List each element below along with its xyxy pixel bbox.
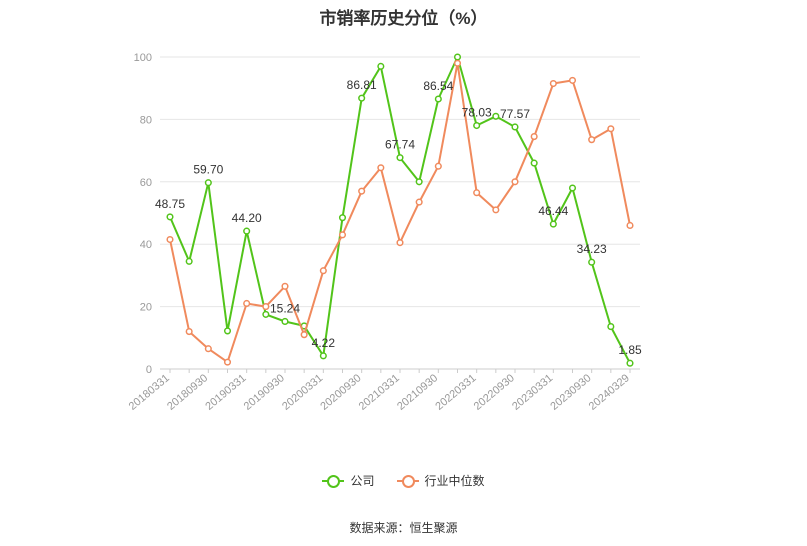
series-lines bbox=[166, 53, 634, 367]
data-point-industry[interactable] bbox=[377, 164, 385, 172]
y-tick-label: 80 bbox=[140, 114, 152, 126]
data-point-industry[interactable] bbox=[300, 331, 308, 339]
data-label: 59.70 bbox=[193, 163, 223, 177]
data-point-company[interactable] bbox=[473, 121, 481, 130]
data-label: 77.57 bbox=[500, 107, 530, 121]
data-label: 86.54 bbox=[423, 79, 453, 93]
y-tick-label: 40 bbox=[140, 239, 152, 251]
x-tick-label: 20190331 bbox=[203, 372, 248, 413]
x-tick-label: 20200930 bbox=[318, 372, 363, 413]
data-point-industry[interactable] bbox=[281, 282, 289, 290]
data-point-industry[interactable] bbox=[185, 328, 193, 336]
legend-company-marker-icon bbox=[322, 474, 345, 488]
data-point-company[interactable] bbox=[396, 154, 404, 162]
legend-industry-marker-icon bbox=[396, 474, 419, 488]
data-point-industry[interactable] bbox=[568, 76, 577, 84]
x-tick-label: 20210930 bbox=[395, 372, 440, 413]
data-point-company[interactable] bbox=[204, 179, 212, 187]
data-point-company[interactable] bbox=[185, 257, 193, 265]
data-point-industry[interactable] bbox=[204, 345, 212, 353]
data-point-company[interactable] bbox=[415, 178, 423, 186]
data-point-company[interactable] bbox=[626, 359, 634, 367]
x-tick-label: 20230930 bbox=[548, 372, 593, 413]
data-point-company[interactable] bbox=[377, 62, 385, 70]
data-label: 48.75 bbox=[155, 197, 185, 211]
data-point-industry[interactable] bbox=[338, 231, 347, 239]
data-label: 4.22 bbox=[312, 336, 336, 350]
data-point-company[interactable] bbox=[358, 94, 366, 102]
data-label: 34.23 bbox=[577, 242, 607, 256]
data-point-company[interactable] bbox=[588, 258, 596, 266]
data-point-industry[interactable] bbox=[262, 303, 270, 311]
data-labels: 48.75 59.70 44.20 15.24 4.22 86.81 67.74 86.54 7… bbox=[155, 78, 642, 357]
x-tick-label: 20190930 bbox=[242, 372, 287, 413]
data-point-company[interactable] bbox=[166, 213, 174, 221]
axes: 0 20 40 60 80 100 2018033120180930201903312019… bbox=[127, 52, 640, 413]
x-tick-label: 20230331 bbox=[510, 372, 555, 413]
data-point-company[interactable] bbox=[262, 310, 270, 318]
data-point-industry[interactable] bbox=[588, 136, 596, 144]
data-point-company[interactable] bbox=[338, 214, 347, 222]
legend-industry-label: 行业中位数 bbox=[424, 474, 485, 488]
data-point-industry[interactable] bbox=[358, 187, 366, 195]
data-point-company[interactable] bbox=[607, 323, 615, 331]
x-tick-label: 20180331 bbox=[127, 372, 172, 413]
data-point-company[interactable] bbox=[281, 317, 289, 326]
legend-item-company[interactable]: 公司 bbox=[322, 472, 375, 489]
x-tick-label: 20220331 bbox=[433, 372, 478, 413]
data-point-industry[interactable] bbox=[492, 206, 500, 214]
chart-title: 市销率历史分位（%） bbox=[319, 9, 488, 28]
data-point-industry[interactable] bbox=[396, 239, 404, 247]
data-point-industry[interactable] bbox=[243, 299, 251, 308]
data-point-company[interactable] bbox=[549, 220, 557, 228]
y-tick-label: 20 bbox=[140, 302, 152, 314]
x-tick-label: 20210331 bbox=[357, 372, 402, 413]
data-point-industry[interactable] bbox=[415, 198, 423, 206]
data-point-company[interactable] bbox=[243, 227, 251, 235]
data-point-industry[interactable] bbox=[223, 358, 232, 366]
data-point-company[interactable] bbox=[511, 123, 519, 131]
data-label: 67.74 bbox=[385, 138, 415, 152]
data-point-company[interactable] bbox=[453, 53, 462, 61]
data-point-industry[interactable] bbox=[453, 59, 462, 67]
data-point-industry[interactable] bbox=[434, 162, 442, 170]
data-point-company[interactable] bbox=[223, 327, 232, 335]
data-point-industry[interactable] bbox=[166, 235, 174, 244]
y-tick-label: 100 bbox=[134, 52, 152, 64]
data-point-industry[interactable] bbox=[511, 178, 519, 186]
data-point-company[interactable] bbox=[434, 95, 442, 103]
data-label: 15.24 bbox=[270, 301, 300, 315]
legend: 公司 行业中位数 bbox=[0, 472, 807, 489]
x-tick-label: 20200331 bbox=[280, 372, 325, 413]
data-point-company[interactable] bbox=[492, 112, 500, 120]
legend-company-label: 公司 bbox=[350, 474, 375, 488]
data-point-company[interactable] bbox=[568, 184, 577, 192]
data-label: 46.44 bbox=[538, 204, 568, 218]
data-point-industry[interactable] bbox=[473, 189, 481, 197]
data-label: 86.81 bbox=[347, 78, 377, 92]
data-label: 1.85 bbox=[618, 343, 642, 357]
legend-item-industry[interactable]: 行业中位数 bbox=[396, 472, 485, 489]
data-point-industry[interactable] bbox=[607, 125, 615, 133]
x-tick-label: 20180930 bbox=[165, 372, 210, 413]
data-source-note: 数据来源：恒生聚源 bbox=[349, 521, 458, 535]
x-tick-label: 20240329 bbox=[587, 372, 632, 413]
data-point-company[interactable] bbox=[530, 159, 538, 167]
data-point-industry[interactable] bbox=[530, 133, 538, 141]
x-tick-label: 20220930 bbox=[472, 372, 517, 413]
data-point-industry[interactable] bbox=[626, 221, 634, 230]
data-point-industry[interactable] bbox=[319, 267, 327, 275]
data-point-company[interactable] bbox=[319, 352, 327, 360]
y-tick-label: 60 bbox=[140, 177, 152, 189]
data-point-industry[interactable] bbox=[549, 79, 557, 88]
data-label: 78.03 bbox=[462, 106, 492, 120]
y-tick-label: 0 bbox=[146, 364, 152, 376]
data-label: 44.20 bbox=[232, 211, 262, 225]
